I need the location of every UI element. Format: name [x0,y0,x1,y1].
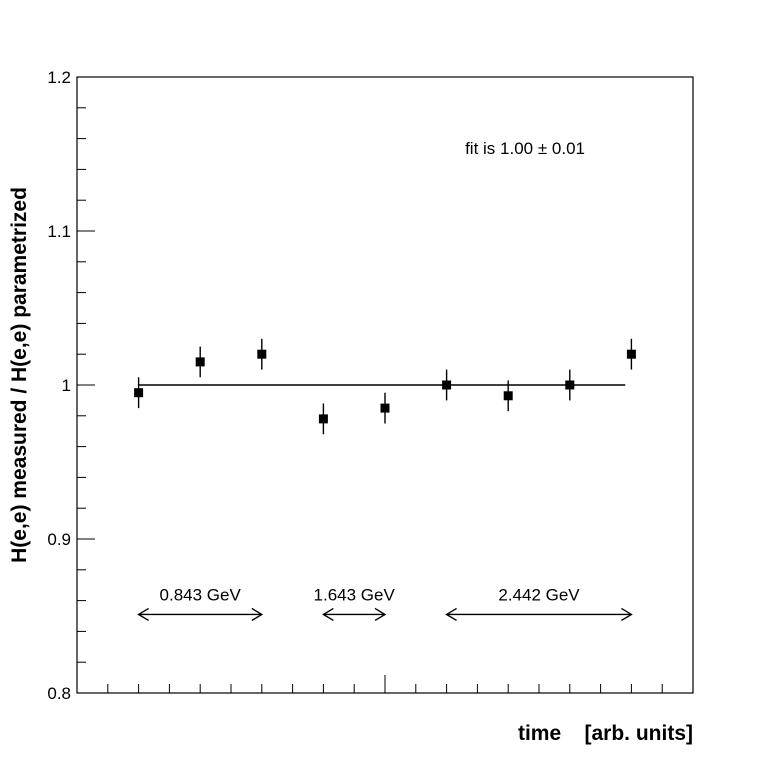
data-point [380,392,390,424]
plot-frame [76,76,694,694]
energy-range: 0.843 GeV [137,586,264,622]
data-point [318,403,328,435]
point-marker [565,380,575,390]
y-tick-label: 0.8 [47,684,71,703]
y-tick-label: 1 [62,376,71,395]
range-arrow-head-left [137,607,149,622]
fit-annotation: fit is 1.00 ± 0.01 [465,139,585,158]
energy-range: 1.643 GeV [314,586,396,622]
point-marker [195,357,205,367]
data-point [442,369,452,401]
range-arrow-head-left [322,607,334,622]
point-marker [257,349,267,359]
range-arrow-head-left [445,607,457,622]
range-arrow-head-right [621,607,633,622]
data-point [134,377,144,409]
data-points [134,338,636,435]
y-tick-label: 0.9 [47,530,71,549]
point-marker [626,349,636,359]
data-point [257,338,267,370]
data-point [626,338,636,370]
point-marker [503,391,513,401]
point-marker [134,388,144,398]
range-label: 2.442 GeV [498,586,580,605]
y-tick-label: 1.2 [47,68,71,87]
range-label: 0.843 GeV [160,586,242,605]
energy-ranges: 0.843 GeV 1.643 GeV 2.442 GeV [137,586,633,622]
range-arrow-head-right [374,607,387,622]
data-point [503,380,513,412]
y-tick-labels: 0.8 0.9 1 1.1 1.2 [47,68,71,703]
data-point [195,346,205,378]
x-axis-label: time [arb. units] [518,722,693,745]
y-axis-label: H(e,e) measured / H(e,e) parametrized [8,187,31,563]
range-arrow-head-right [251,607,264,622]
y-tick-label: 1.1 [47,222,71,241]
point-marker [380,403,390,413]
energy-range: 2.442 GeV [445,586,633,622]
range-label: 1.643 GeV [314,586,396,605]
point-marker [442,380,452,390]
data-point [565,369,575,401]
point-marker [318,414,328,424]
